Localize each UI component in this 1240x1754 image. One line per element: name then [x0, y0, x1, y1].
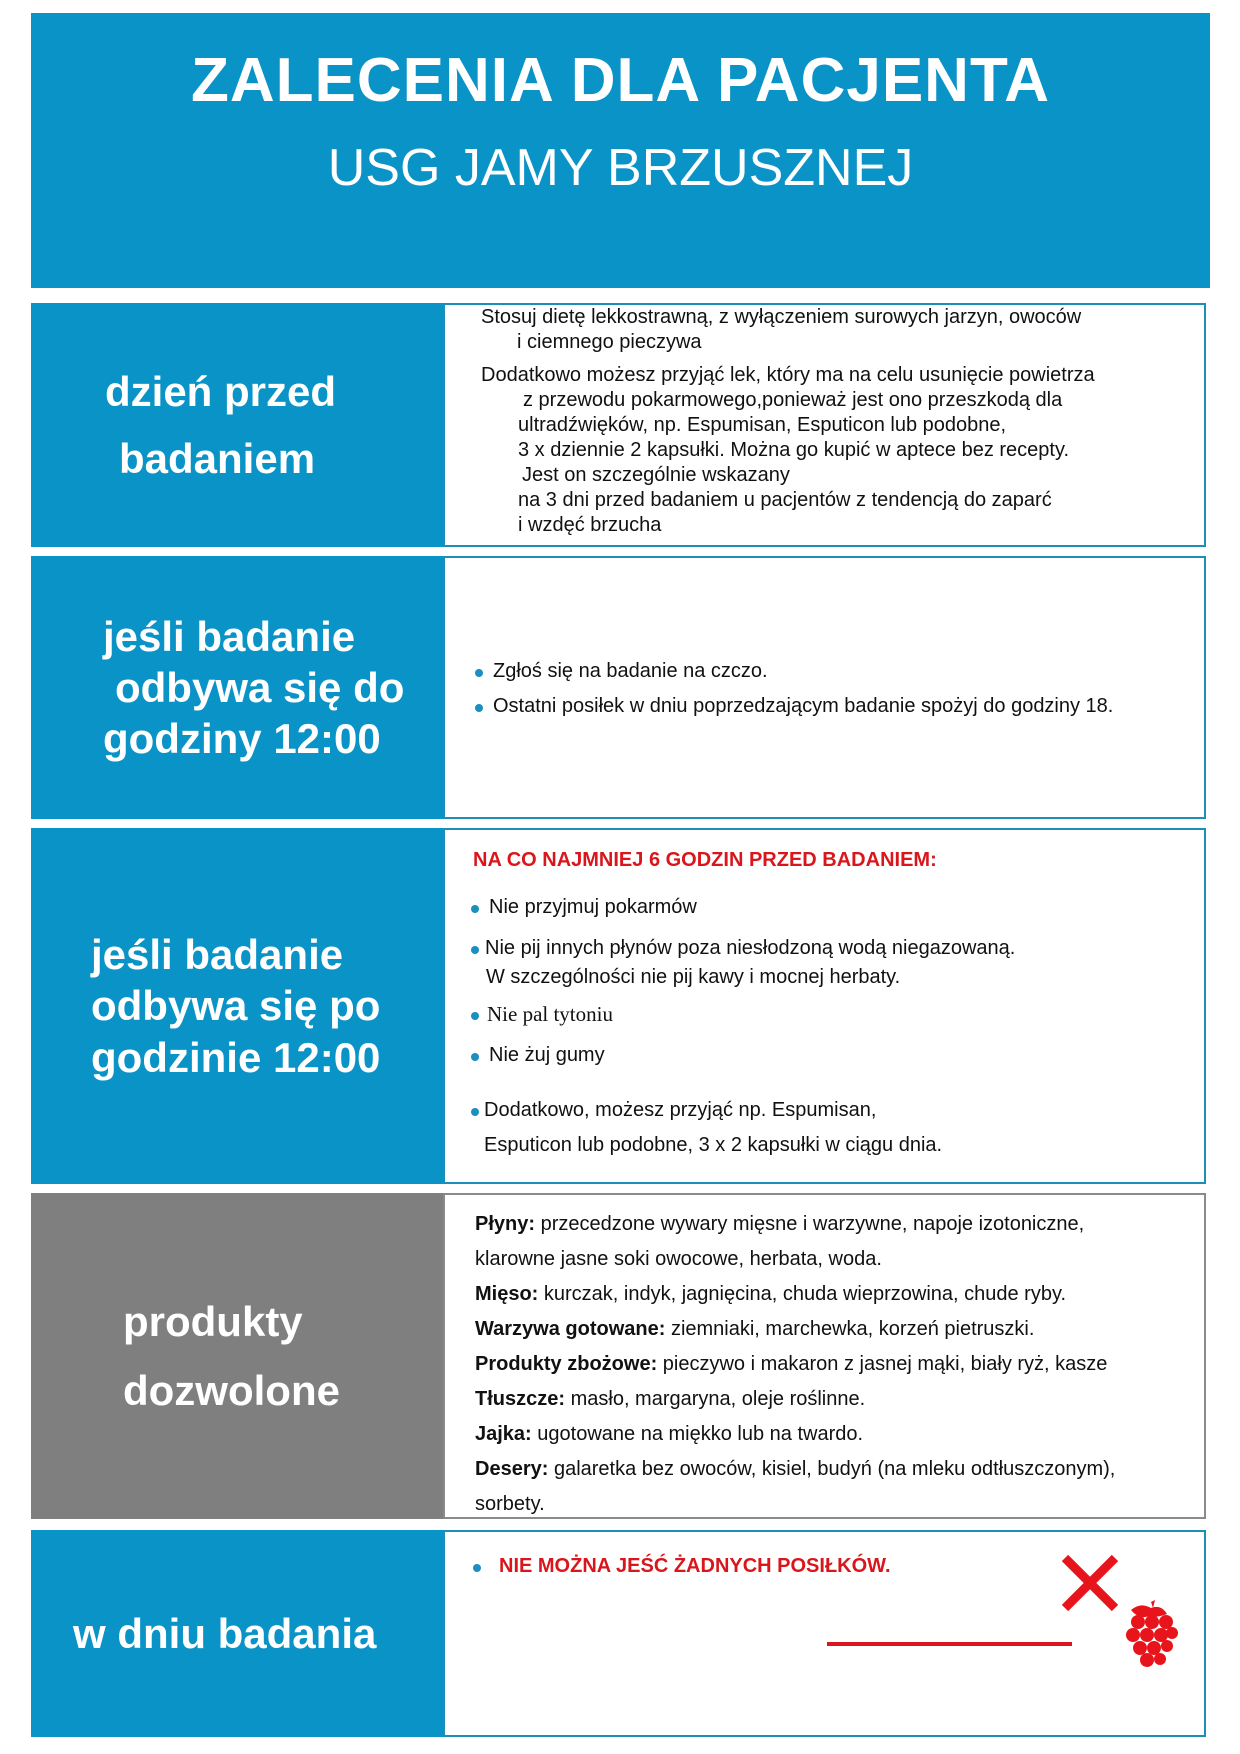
product-item: Warzywa gotowane: ziemniaki, marchewka, … — [475, 1318, 1035, 1340]
label-line: godziny 12:00 — [103, 715, 381, 763]
page-title: ZALECENIA DLA PACJENTA — [191, 46, 1050, 115]
grapes-icon — [1126, 1600, 1178, 1667]
text-line: Esputicon lub podobne, 3 x 2 kapsułki w … — [484, 1134, 943, 1156]
section-content: Zgłoś się na badanie na czczo. Ostatni p… — [443, 556, 1206, 819]
label-line: dzień przed — [105, 367, 337, 415]
bullet-item: Zgłoś się na badanie na czczo. — [471, 659, 1204, 684]
product-item: Desery: galaretka bez owoców, kisiel, bu… — [475, 1458, 1116, 1480]
product-item: Mięso: kurczak, indyk, jagnięcina, chuda… — [475, 1283, 1067, 1305]
bullet-item: Ostatni posiłek w dniu poprzedzającym ba… — [471, 694, 1204, 719]
section-label: w dniu badania — [31, 1530, 485, 1737]
section-content: Stosuj dietę lekkostrawną, z wyłączeniem… — [443, 303, 1206, 547]
label-line: jeśli badanie — [103, 612, 356, 660]
section-allowed-products: produkty dozwolone Płyny: przecedzone wy… — [31, 1193, 1206, 1519]
section-content: NA CO NAJMNIEJ 6 GODZIN PRZED BADANIEM: … — [443, 828, 1206, 1184]
section-content: Płyny: przecedzone wywary mięsne i warzy… — [443, 1193, 1206, 1519]
text-line: W szczególności nie pij kawy i mocnej he… — [486, 966, 901, 988]
text-line: 3 x dziennie 2 kapsułki. Można go kupić … — [518, 439, 1070, 461]
label-line: godzinie 12:00 — [91, 1033, 381, 1081]
section-label: dzień przed badaniem — [31, 303, 517, 547]
bullet-item: Nie pal tytoniu — [467, 1002, 1204, 1027]
section-content: NIE MOŻNA JEŚĆ ŻADNYCH POSIŁKÓW. — [443, 1530, 1206, 1737]
product-item: Tłuszcze: masło, margaryna, oleje roślin… — [475, 1388, 866, 1410]
section-label: jeśli badanie odbywa się po godzinie 12:… — [31, 828, 503, 1184]
product-item: Płyny: przecedzone wywary mięsne i warzy… — [475, 1213, 1085, 1235]
cross-icon — [1061, 1554, 1119, 1612]
product-item: Produkty zbożowe: pieczywo i makaron z j… — [475, 1353, 1108, 1375]
section-label: jeśli badanie odbywa się do godziny 12:0… — [31, 556, 515, 819]
label-line: w dniu badania — [73, 1609, 377, 1657]
product-item: Jajka: ugotowane na miękko lub na twardo… — [475, 1423, 864, 1445]
section-after-noon: jeśli badanie odbywa się po godzinie 12:… — [31, 828, 1206, 1184]
bullet-item: Nie pij innych płynów poza niesłodzoną w… — [467, 936, 1204, 961]
section-exam-day: w dniu badania NIE MOŻNA JEŚĆ ŻADNYCH PO… — [31, 1530, 1206, 1737]
bullet-item: Dodatkowo, możesz przyjąć np. Espumisan, — [467, 1098, 1204, 1123]
warning-text: NIE MOŻNA JEŚĆ ŻADNYCH POSIŁKÓW. — [469, 1554, 1204, 1579]
text-line: Dodatkowo możesz przyjąć lek, który ma n… — [481, 364, 1095, 386]
label-line: jeśli badanie — [91, 931, 344, 979]
bullet-item: Nie przyjmuj pokarmów — [467, 895, 1204, 920]
text-line: na 3 dni przed badaniem u pacjentów z te… — [518, 489, 1052, 511]
bullet-item: Nie żuj gumy — [467, 1043, 1204, 1068]
section-before-noon: jeśli badanie odbywa się do godziny 12:0… — [31, 556, 1206, 819]
header-banner: ZALECENIA DLA PACJENTA USG JAMY BRZUSZNE… — [31, 13, 1210, 288]
label-line: dozwolone — [123, 1367, 340, 1414]
text-line: sorbety. — [475, 1493, 545, 1515]
text-line: z przewodu pokarmowego,ponieważ jest ono… — [523, 389, 1063, 411]
text-line: klarowne jasne soki owocowe, herbata, wo… — [475, 1248, 882, 1270]
text-line: Stosuj dietę lekkostrawną, z wyłączeniem… — [481, 306, 1082, 328]
warning-heading: NA CO NAJMNIEJ 6 GODZIN PRZED BADANIEM: — [473, 849, 937, 871]
label-line: odbywa się do — [115, 663, 405, 711]
label-line: odbywa się po — [91, 982, 381, 1030]
text-line: i wzdęć brzucha — [518, 514, 662, 536]
label-line: badaniem — [119, 435, 316, 482]
text-line: Jest on szczególnie wskazany — [522, 464, 790, 486]
text-line: i ciemnego pieczywa — [517, 331, 702, 353]
page-subtitle: USG JAMY BRZUSZNEJ — [327, 139, 914, 197]
red-underline — [827, 1642, 1072, 1646]
label-line: produkty — [123, 1297, 303, 1345]
section-day-before: dzień przed badaniem Stosuj dietę lekkos… — [31, 303, 1206, 547]
text-line: ultradźwięków, np. Espumisan, Esputicon … — [518, 414, 1007, 436]
